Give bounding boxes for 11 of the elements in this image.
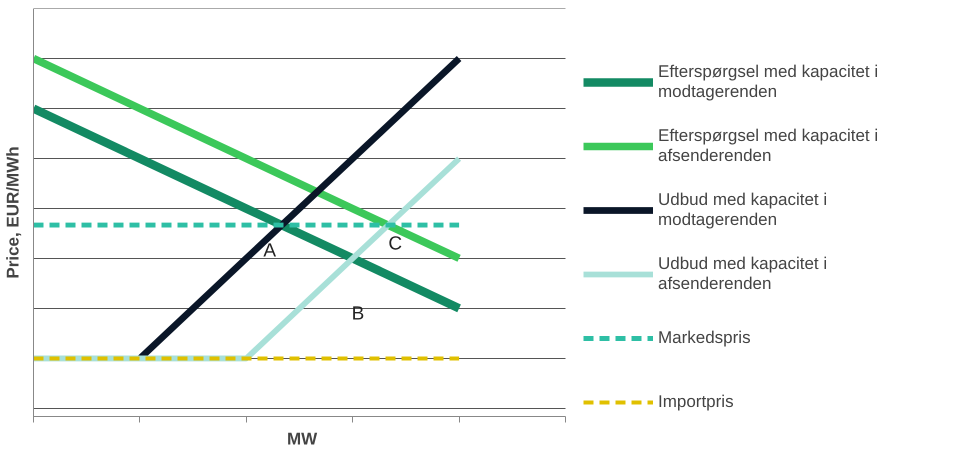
y-axis-title: Price, EUR/MWh: [4, 146, 22, 279]
legend-label: Importpris: [658, 391, 734, 413]
legend-label: Markedspris: [658, 327, 751, 349]
annotation: B: [352, 304, 364, 324]
legend-label: Efterspørgsel med kapacitet i afsenderenden: [658, 126, 878, 166]
x-axis-title: MW: [287, 430, 318, 448]
legend-label: Udbud med kapacitet i modtagerenden: [658, 190, 828, 230]
legend-label: Efterspørgsel med kapacitet i modtagerenden: [658, 62, 878, 102]
annotation: C: [388, 234, 402, 254]
annotation: A: [263, 240, 276, 262]
legend-label: Udbud med kapacitet i afsenderenden: [658, 254, 828, 294]
